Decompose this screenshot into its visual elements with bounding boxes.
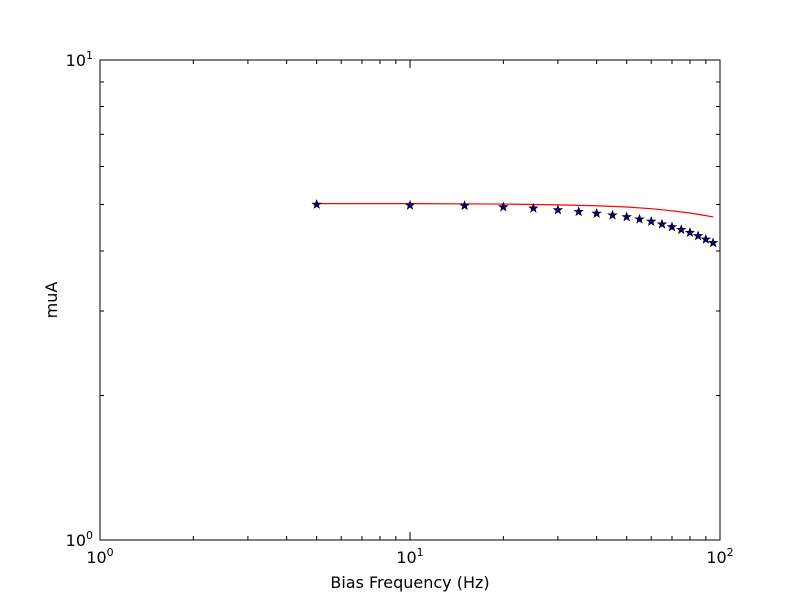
data-point (646, 215, 657, 226)
data-point (666, 221, 678, 232)
data-point (607, 209, 618, 220)
data-point (634, 213, 645, 224)
data-point (591, 207, 602, 218)
data-point (656, 218, 668, 229)
data-point (404, 199, 416, 210)
data-point (573, 206, 584, 217)
data-point (707, 237, 719, 248)
x-tick-label: 100 (86, 546, 113, 567)
x-axis-label: Bias Frequency (Hz) (330, 573, 489, 592)
y-axis-label: muA (42, 282, 61, 319)
series-layer (311, 199, 719, 248)
tick-labels: 100 101 102 100 101 (66, 49, 734, 567)
x-tick-label: 102 (706, 546, 733, 567)
data-point (621, 211, 632, 222)
plot-frame (99, 59, 721, 541)
y-tick-label: 100 (66, 529, 93, 550)
data-point (700, 233, 712, 244)
data-point (498, 201, 509, 212)
data-point (552, 204, 564, 215)
plot-background (100, 60, 720, 540)
data-point (676, 224, 687, 235)
data-point (459, 200, 470, 211)
y-tick-label: 101 (66, 49, 93, 70)
data-point (528, 202, 539, 213)
data-point (692, 230, 704, 241)
data-point (311, 199, 322, 209)
x-tick-label: 101 (396, 546, 423, 567)
data-point (684, 227, 696, 237)
fit-line (316, 203, 714, 218)
